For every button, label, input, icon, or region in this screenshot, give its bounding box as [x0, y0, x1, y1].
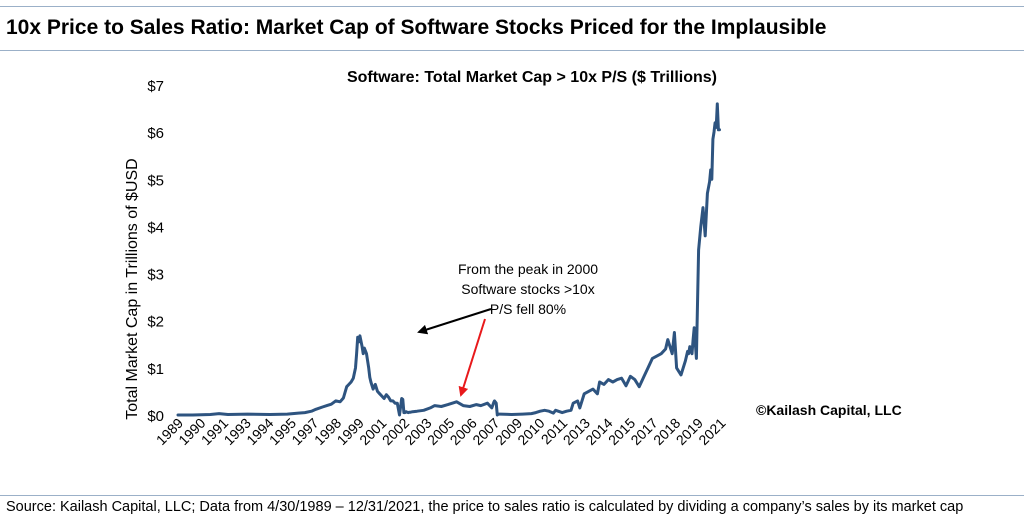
y-tick-label: $4 [147, 219, 164, 236]
x-tick-labels: 1989199019911993199419951997199819992001… [153, 415, 729, 448]
y-tick-label: $7 [147, 78, 164, 95]
footer-rule [0, 495, 1024, 496]
copyright-label: ©Kailash Capital, LLC [756, 402, 902, 418]
line-chart: Software: Total Market Cap > 10x P/S ($ … [124, 69, 902, 448]
y-tick-label: $2 [147, 314, 164, 331]
page-header: 10x Price to Sales Ratio: Market Cap of … [0, 0, 1024, 56]
annotation-arrow-black [417, 308, 492, 335]
header-rule-bottom [0, 50, 1024, 51]
chart-title: Software: Total Market Cap > 10x P/S ($ … [347, 69, 717, 86]
source-note: Source: Kailash Capital, LLC; Data from … [6, 499, 964, 515]
y-tick-label: $0 [147, 408, 164, 425]
annotation-line-1: From the peak in 2000 [458, 261, 598, 277]
y-tick-label: $5 [147, 172, 164, 189]
chart-area: Software: Total Market Cap > 10x P/S ($ … [0, 56, 1024, 492]
series-line [176, 102, 721, 417]
annotation-line-2: Software stocks >10x [461, 281, 594, 297]
y-tick-label: $1 [147, 361, 164, 378]
annotation-arrow-red [458, 318, 486, 397]
y-tick-label: $6 [147, 125, 164, 142]
annotation-line-3: P/S fell 80% [490, 301, 566, 317]
x-tick-label: 2021 [695, 415, 728, 448]
y-tick-label: $3 [147, 267, 164, 284]
annotation-peak: From the peak in 2000 Software stocks >1… [417, 261, 598, 397]
page-title: 10x Price to Sales Ratio: Market Cap of … [6, 16, 827, 39]
y-axis-label: Total Market Cap in Trillions of $USD [124, 158, 141, 419]
header-rule-top [0, 6, 1024, 7]
y-tick-labels: $0 $1 $2 $3 $4 $5 $6 $7 [147, 78, 164, 425]
